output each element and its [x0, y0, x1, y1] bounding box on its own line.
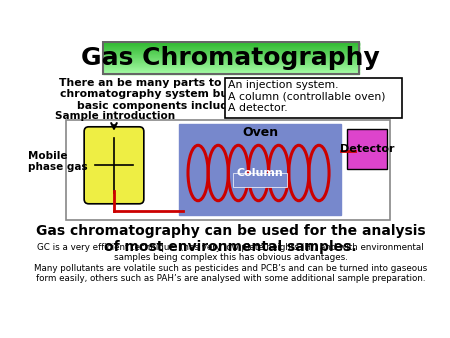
Bar: [103, 59, 359, 60]
Bar: [103, 49, 359, 50]
Bar: [103, 47, 359, 49]
Bar: [66, 120, 390, 220]
Bar: [233, 173, 287, 187]
Bar: [103, 60, 359, 62]
Bar: [103, 43, 359, 44]
Text: Sample introduction: Sample introduction: [55, 111, 176, 121]
Bar: [103, 68, 359, 70]
Bar: [103, 71, 359, 72]
Bar: [103, 58, 359, 59]
Bar: [103, 54, 359, 55]
Bar: [103, 72, 359, 73]
Bar: [103, 55, 359, 56]
Bar: [103, 42, 359, 43]
Text: Mobile
phase gas: Mobile phase gas: [27, 151, 87, 172]
Bar: [103, 50, 359, 51]
Bar: [103, 57, 359, 58]
Bar: [103, 69, 359, 70]
Bar: [103, 43, 359, 45]
Text: Detector: Detector: [340, 144, 394, 154]
Bar: [103, 64, 359, 65]
Bar: [103, 52, 359, 53]
Bar: [103, 70, 359, 71]
Bar: [103, 47, 359, 48]
Bar: [347, 129, 387, 169]
Bar: [103, 66, 359, 67]
Text: There an be many parts to a gas
chromatography system but the
basic components i: There an be many parts to a gas chromato…: [59, 77, 258, 111]
Bar: [103, 46, 359, 47]
FancyBboxPatch shape: [84, 127, 144, 204]
Bar: [103, 61, 359, 62]
Bar: [103, 67, 359, 68]
Bar: [103, 53, 359, 54]
Bar: [179, 124, 342, 215]
Bar: [103, 73, 359, 74]
Text: Gas Chromatography: Gas Chromatography: [81, 46, 380, 70]
Bar: [103, 51, 359, 52]
Bar: [103, 62, 359, 63]
Bar: [103, 63, 359, 64]
Bar: [225, 77, 402, 118]
Text: GC is a very efficient technique, (has very low plate heights ‘H’) and with envi: GC is a very efficient technique, (has v…: [34, 243, 427, 283]
Bar: [103, 48, 359, 49]
Bar: [103, 44, 359, 45]
Text: Column: Column: [237, 168, 284, 178]
Bar: [103, 51, 359, 53]
Bar: [103, 45, 359, 46]
Bar: [103, 65, 359, 66]
Bar: [103, 72, 359, 74]
Bar: [103, 55, 359, 57]
Bar: [103, 68, 359, 69]
Bar: [103, 59, 359, 61]
Bar: [103, 64, 359, 66]
Text: Gas chromatography can be used for the analysis
of most environmental samples.: Gas chromatography can be used for the a…: [36, 224, 425, 254]
Text: An injection system.
A column (controllable oven)
A detector.: An injection system. A column (controlla…: [228, 80, 386, 113]
Bar: [103, 42, 359, 74]
Bar: [103, 56, 359, 57]
Text: Oven: Oven: [242, 126, 278, 140]
